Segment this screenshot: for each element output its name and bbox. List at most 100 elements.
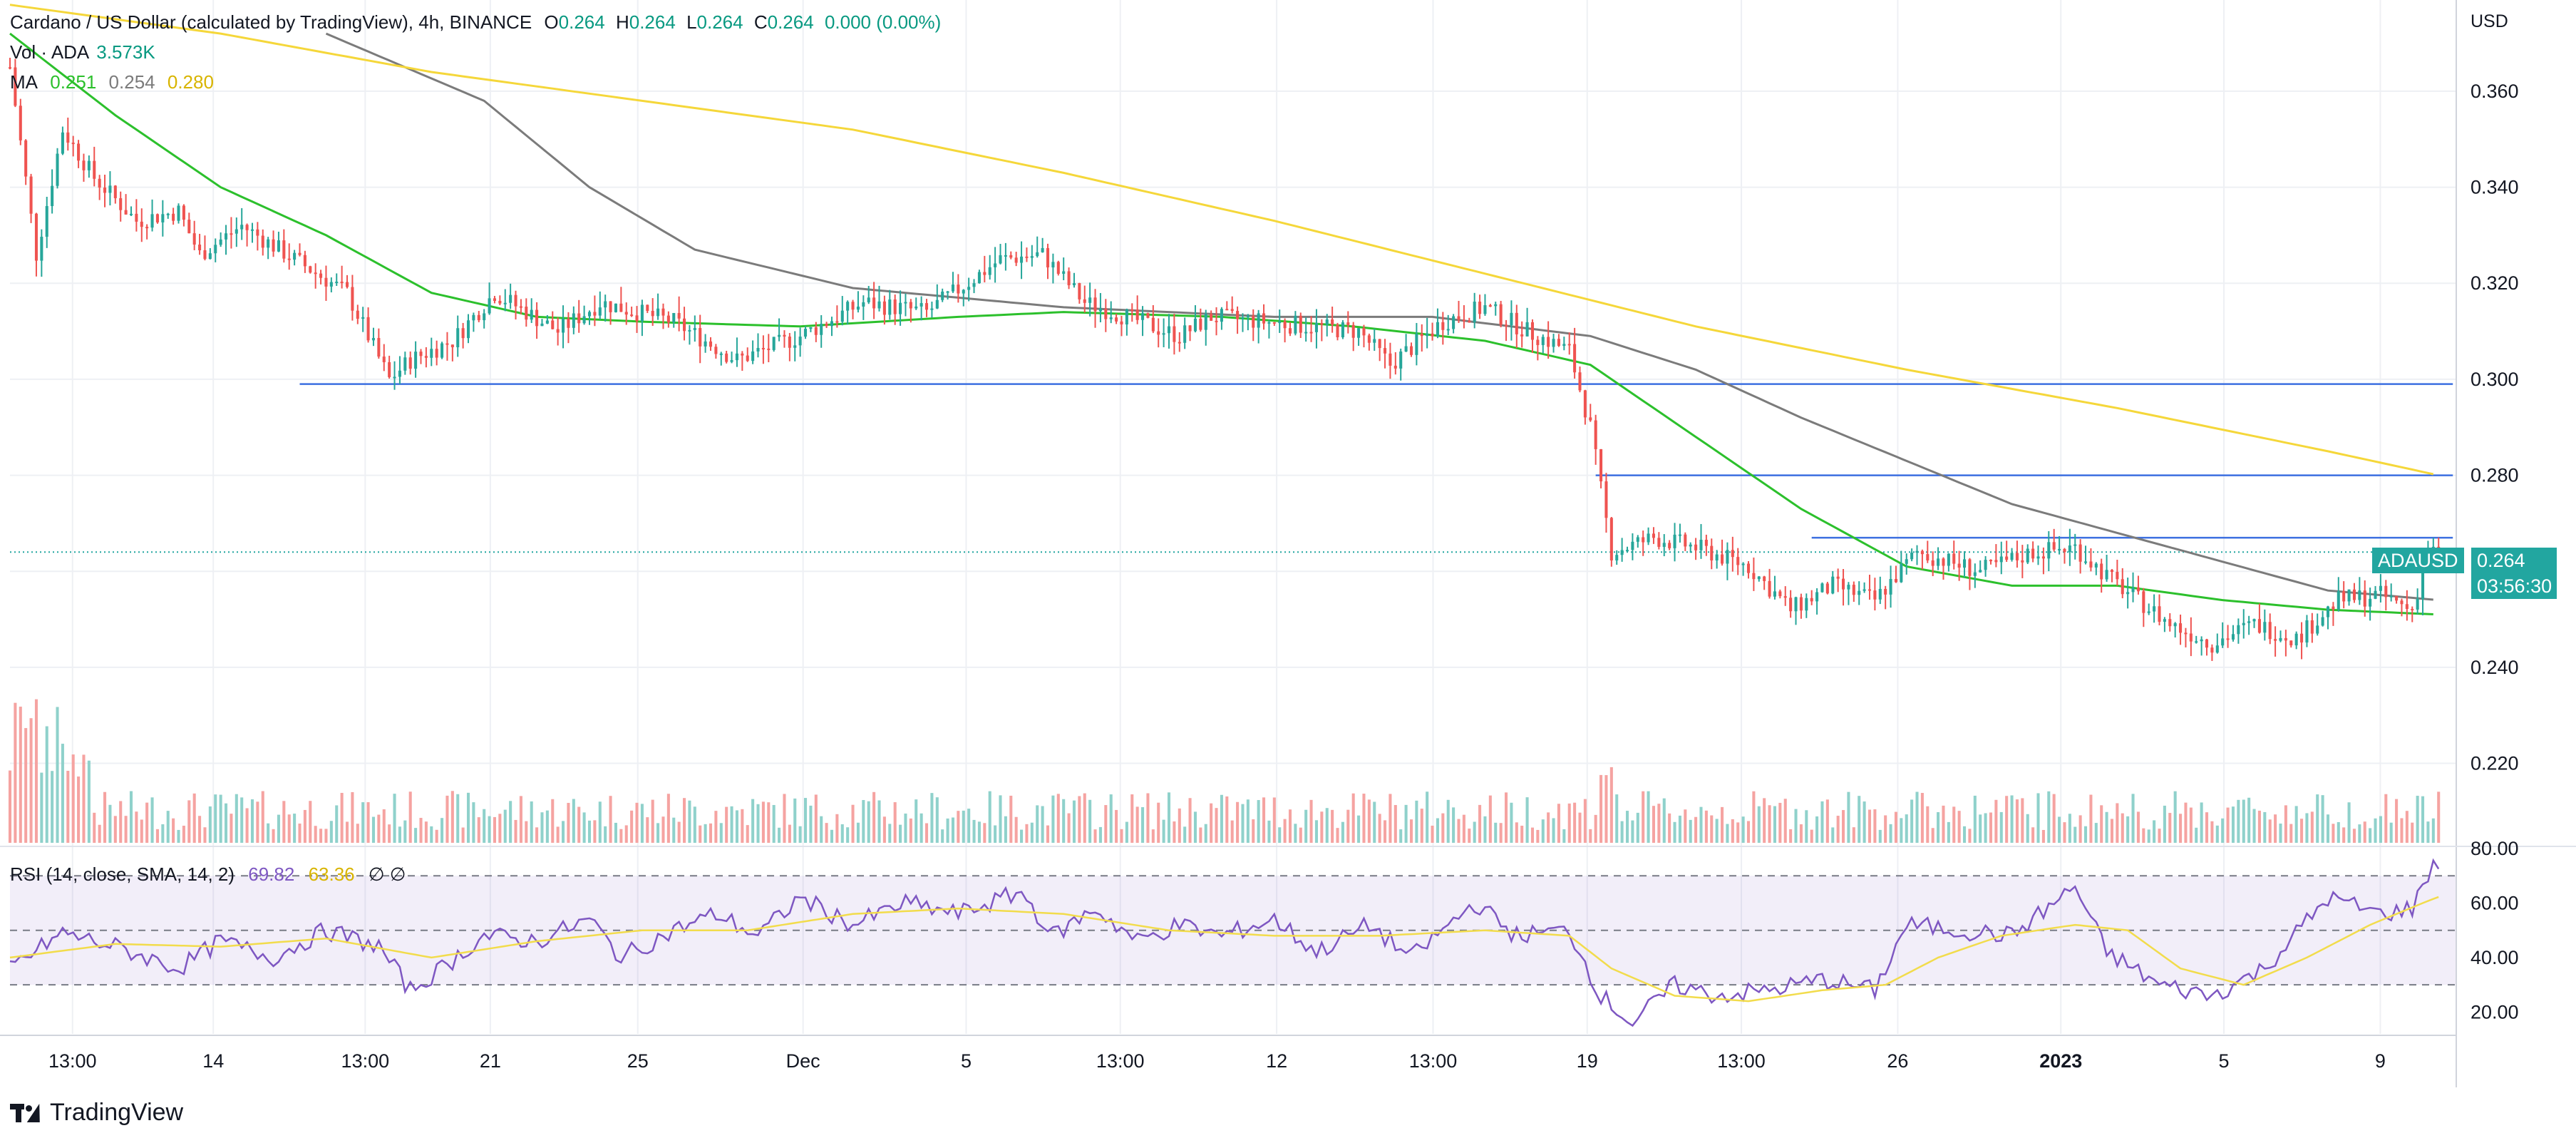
candle-body (1304, 332, 1308, 334)
candle (2105, 555, 2108, 582)
time-tick-label: 9 (2375, 1050, 2386, 1072)
horizontal-levels[interactable] (10, 383, 2456, 553)
candle-body (14, 67, 17, 106)
candle (166, 212, 170, 219)
candle-body (2379, 585, 2382, 591)
candle-body (29, 176, 33, 214)
candle-body (345, 282, 349, 287)
ohlc-o-value: 0.264 (558, 11, 605, 33)
candle (2405, 590, 2408, 621)
candle-body (1030, 256, 1034, 258)
candle (1173, 314, 1176, 355)
candle-body (983, 272, 986, 275)
ma-short-value: 0.251 (50, 71, 97, 93)
candle-body (1684, 534, 1687, 547)
volume-bar (2052, 794, 2056, 843)
candle (1051, 253, 1055, 284)
volume-bar (235, 794, 238, 843)
candle-body (182, 205, 185, 220)
volume-bar (1752, 791, 1756, 843)
candle (2110, 569, 2114, 583)
candle-body (1062, 271, 1066, 274)
volume-bar (1072, 800, 1076, 843)
candle (730, 352, 733, 364)
candle (388, 355, 391, 379)
candle (1768, 568, 1771, 599)
candle (2300, 622, 2304, 660)
candle (1246, 314, 1250, 331)
time-tick-label: 26 (1887, 1050, 1908, 1072)
candle (2031, 541, 2035, 563)
candle (1062, 257, 1066, 280)
candle (951, 272, 955, 293)
volume-bar (2369, 828, 2372, 843)
candle-body (19, 106, 22, 140)
volume-bar (1478, 804, 1482, 843)
volume-bar (1051, 795, 1055, 843)
candle-body (1173, 326, 1176, 342)
volume-bar (224, 803, 228, 843)
volume-bar (2247, 797, 2251, 843)
volume-bar (1989, 812, 1993, 843)
candle (2342, 581, 2346, 609)
candle-body (1383, 348, 1387, 354)
candle (1115, 313, 1118, 324)
candle-body (941, 291, 944, 300)
candle-body (87, 160, 91, 170)
candle-body (877, 301, 881, 309)
volume-bar (2289, 824, 2293, 843)
volume-bar (2294, 806, 2298, 843)
time-tick-label: 21 (480, 1050, 501, 1072)
volume-bar (778, 827, 781, 843)
candle-body (1262, 313, 1266, 324)
volume-bar (1283, 819, 1287, 843)
candle-body (1014, 257, 1018, 263)
volume-bar (2063, 822, 2066, 843)
candle-body (2041, 556, 2045, 559)
volume-bar (1836, 816, 1840, 843)
volume-bar (1689, 819, 1692, 843)
candle-body (1499, 304, 1503, 325)
candle-body (419, 352, 423, 357)
candle (2021, 545, 2024, 578)
volume-bar (2437, 791, 2441, 843)
volume-bar (40, 772, 43, 843)
candle-body (972, 283, 976, 287)
brand[interactable]: TradingView (10, 1099, 183, 1127)
volume-bar (398, 826, 401, 843)
candle-body (1773, 591, 1776, 597)
candle (825, 322, 828, 329)
volume-bar (140, 819, 143, 843)
candle (1578, 367, 1582, 393)
candle-body (1805, 598, 1808, 611)
candle (1920, 549, 1924, 570)
volume-bar (129, 791, 133, 843)
volume-bar (351, 791, 354, 843)
candle-body (1594, 420, 1597, 449)
candle (1267, 319, 1271, 339)
candle (2121, 568, 2124, 599)
candle-body (946, 291, 949, 293)
volume-bar (2163, 805, 2166, 843)
volume-bar (756, 804, 760, 843)
volume-bar (2347, 802, 2351, 843)
candle (240, 207, 244, 240)
candle (2294, 631, 2298, 650)
candle-body (1541, 337, 1545, 345)
candle (604, 294, 607, 322)
candle-body (951, 285, 955, 292)
volume-bar (825, 823, 828, 843)
volume-bar (2416, 796, 2419, 843)
candle (1162, 318, 1165, 347)
candle (108, 171, 112, 206)
volume-bar (2100, 805, 2103, 843)
candle (309, 265, 312, 274)
candle-body (8, 67, 12, 69)
volume-bar (1609, 767, 1613, 843)
candle-body (2384, 585, 2388, 598)
candle (441, 342, 444, 359)
candle-body (1721, 554, 1724, 564)
candle (398, 356, 401, 384)
candle-body (377, 338, 381, 357)
